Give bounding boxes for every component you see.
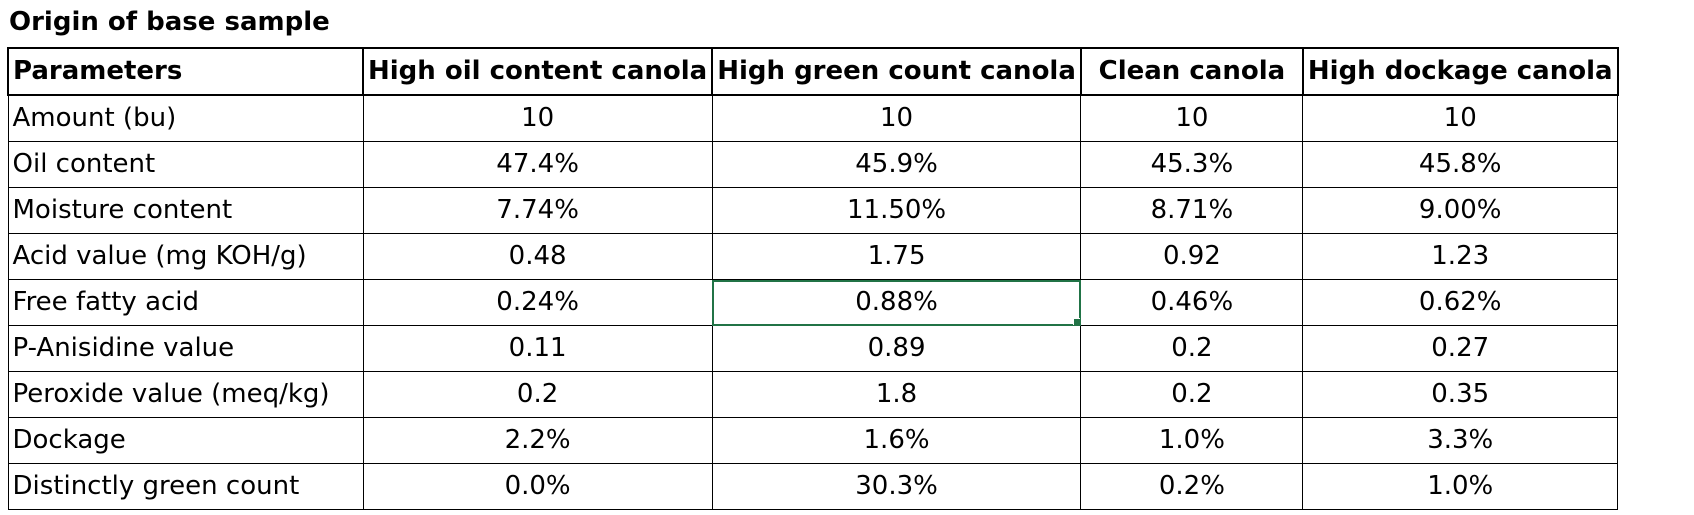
header-parameters[interactable]: Parameters <box>7 47 364 96</box>
table-cell[interactable]: 0.62% <box>1302 279 1619 326</box>
table-cell[interactable]: 2.2% <box>362 417 713 464</box>
table-cell[interactable]: 0.11 <box>362 325 713 372</box>
header-high-green-count-canola[interactable]: High green count canola <box>711 47 1082 96</box>
table-cell[interactable]: 10 <box>1302 94 1619 142</box>
row-label[interactable]: Free fatty acid <box>7 279 364 326</box>
table-cell[interactable]: 0.46% <box>1080 279 1304 326</box>
table-cell[interactable]: 8.71% <box>1080 187 1304 234</box>
table-cell[interactable]: 47.4% <box>362 141 713 188</box>
table-cell[interactable]: 0.48 <box>362 233 713 280</box>
table-cell[interactable]: 1.0% <box>1302 463 1619 510</box>
table-cell[interactable]: 1.8 <box>711 371 1082 418</box>
table-row: Amount (bu) 10 10 10 10 <box>7 94 1619 142</box>
row-label[interactable]: Amount (bu) <box>7 94 364 142</box>
table-cell[interactable]: 0.2% <box>1080 463 1304 510</box>
row-label[interactable]: Peroxide value (meq/kg) <box>7 371 364 418</box>
table-cell[interactable]: 0.0% <box>362 463 713 510</box>
table-cell[interactable]: 1.0% <box>1080 417 1304 464</box>
table-cell[interactable]: 45.8% <box>1302 141 1619 188</box>
selected-cell-value: 0.88% <box>855 287 938 317</box>
table-cell[interactable]: 0.24% <box>362 279 713 326</box>
table-cell[interactable]: 1.6% <box>711 417 1082 464</box>
table-row: Acid value (mg KOH/g) 0.48 1.75 0.92 1.2… <box>7 233 1619 280</box>
table-cell[interactable]: 10 <box>711 94 1082 142</box>
table-cell[interactable]: 1.75 <box>711 233 1082 280</box>
table-cell[interactable]: 0.2 <box>362 371 713 418</box>
header-clean-canola[interactable]: Clean canola <box>1079 47 1304 96</box>
header-high-oil-content-canola[interactable]: High oil content canola <box>361 47 714 96</box>
table-cell[interactable]: 10 <box>1080 94 1304 142</box>
row-label[interactable]: Distinctly green count <box>7 463 364 510</box>
row-label[interactable]: Moisture content <box>7 187 364 234</box>
table-cell[interactable]: 0.2 <box>1080 325 1304 372</box>
row-label[interactable]: P-Anisidine value <box>7 325 364 372</box>
header-high-dockage-canola[interactable]: High dockage canola <box>1301 47 1619 96</box>
table-row: Dockage 2.2% 1.6% 1.0% 3.3% <box>7 417 1619 464</box>
table-row: Peroxide value (meq/kg) 0.2 1.8 0.2 0.35 <box>7 371 1619 418</box>
table-cell[interactable]: 0.92 <box>1080 233 1304 280</box>
table-cell[interactable]: 7.74% <box>362 187 713 234</box>
table-cell[interactable]: 9.00% <box>1302 187 1619 234</box>
table-cell[interactable]: 3.3% <box>1302 417 1619 464</box>
table-cell[interactable]: 30.3% <box>711 463 1082 510</box>
table-cell[interactable]: 0.35 <box>1302 371 1619 418</box>
table-cell[interactable]: 0.27 <box>1302 325 1619 372</box>
table-row: P-Anisidine value 0.11 0.89 0.2 0.27 <box>7 325 1619 372</box>
table-row: Oil content 47.4% 45.9% 45.3% 45.8% <box>7 141 1619 188</box>
table-cell[interactable]: 10 <box>362 94 713 142</box>
table-cell[interactable]: 0.2 <box>1080 371 1304 418</box>
table-cell[interactable]: 11.50% <box>711 187 1082 234</box>
row-label[interactable]: Acid value (mg KOH/g) <box>7 233 364 280</box>
table-cell[interactable]: 1.23 <box>1302 233 1619 280</box>
table-row: Moisture content 7.74% 11.50% 8.71% 9.00… <box>7 187 1619 234</box>
row-label[interactable]: Dockage <box>7 417 364 464</box>
fill-handle[interactable] <box>1073 318 1080 325</box>
table-row: Free fatty acid 0.24% 0.88% 0.46% 0.62% <box>7 279 1619 326</box>
selected-cell[interactable]: 0.88% <box>711 279 1082 326</box>
table-cell[interactable]: 0.89 <box>711 325 1082 372</box>
table-row: Distinctly green count 0.0% 30.3% 0.2% 1… <box>7 463 1619 510</box>
table-title: Origin of base sample <box>9 7 330 37</box>
header-row: Parameters High oil content canola High … <box>7 47 1619 96</box>
data-table: Parameters High oil content canola High … <box>7 47 1619 510</box>
table-cell[interactable]: 45.9% <box>711 141 1082 188</box>
table-cell[interactable]: 45.3% <box>1080 141 1304 188</box>
row-label[interactable]: Oil content <box>7 141 364 188</box>
